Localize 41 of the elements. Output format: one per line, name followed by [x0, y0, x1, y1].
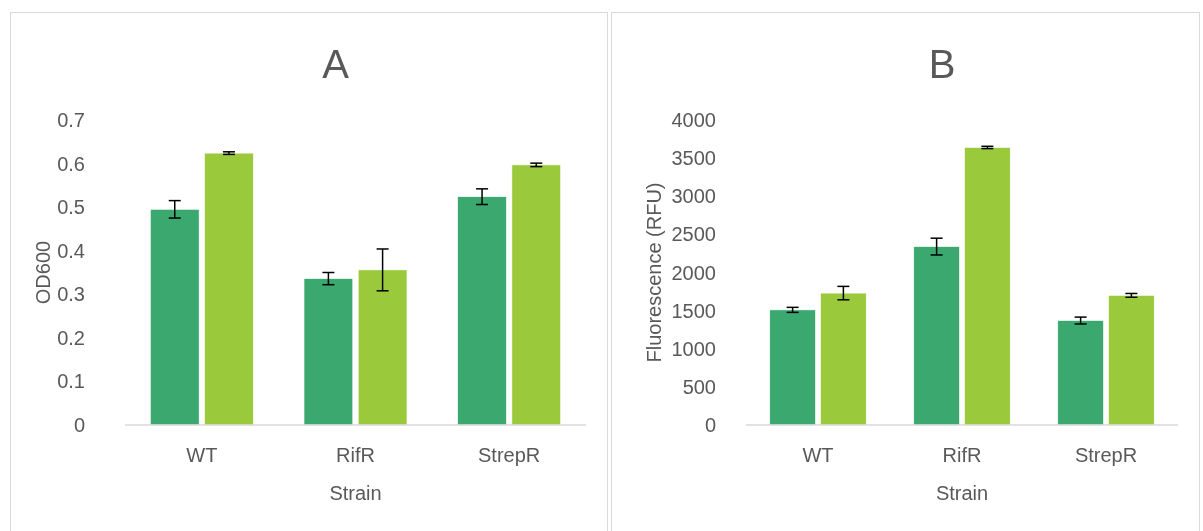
bar: [303, 278, 354, 426]
y-axis-title: Fluorescence (RFU): [643, 182, 665, 363]
bar: [913, 246, 960, 426]
y-tick-label: 4000: [671, 109, 716, 131]
x-tick-label: RifR: [336, 444, 375, 466]
bar: [357, 269, 408, 426]
y-tick-label: 2500: [671, 223, 716, 246]
y-tick-label: 1500: [671, 299, 716, 322]
y-tick-label: 0: [704, 414, 716, 436]
y-tick-label: 2000: [671, 261, 716, 284]
bar: [769, 309, 816, 426]
y-axis-title: OD600: [32, 240, 54, 305]
x-tick-label: RifR: [942, 444, 982, 466]
y-tick-label: 500: [682, 375, 716, 398]
x-axis-title: Strain: [329, 482, 382, 504]
x-tick-label: StrepR: [1074, 444, 1138, 466]
y-tick-label: 0.7: [57, 109, 85, 131]
y-tick-label: 1000: [671, 337, 716, 360]
bar: [820, 292, 867, 426]
chart-title: A: [322, 42, 350, 86]
bar: [457, 196, 507, 426]
x-axis-title: Strain: [935, 482, 989, 504]
y-tick-label: 0.5: [57, 196, 85, 219]
bar: [204, 152, 254, 426]
y-tick-label: 0.4: [57, 239, 85, 262]
y-tick-label: 0.6: [57, 152, 85, 175]
chart-title: B: [928, 42, 956, 86]
y-tick-label: 0.2: [57, 326, 85, 349]
x-tick-label: WT: [186, 444, 218, 466]
y-tick-label: 3000: [671, 185, 716, 208]
y-tick-label: 0.1: [57, 370, 85, 393]
bar: [511, 164, 561, 426]
bar: [1108, 295, 1155, 426]
bar: [964, 147, 1011, 426]
y-tick-label: 0: [73, 414, 85, 436]
x-tick-label: WT: [802, 444, 834, 466]
bar: [1057, 320, 1104, 426]
x-tick-label: StrepR: [478, 444, 541, 466]
y-tick-label: 0.3: [57, 283, 85, 306]
y-tick-label: 3500: [671, 147, 716, 170]
bar: [150, 209, 200, 426]
